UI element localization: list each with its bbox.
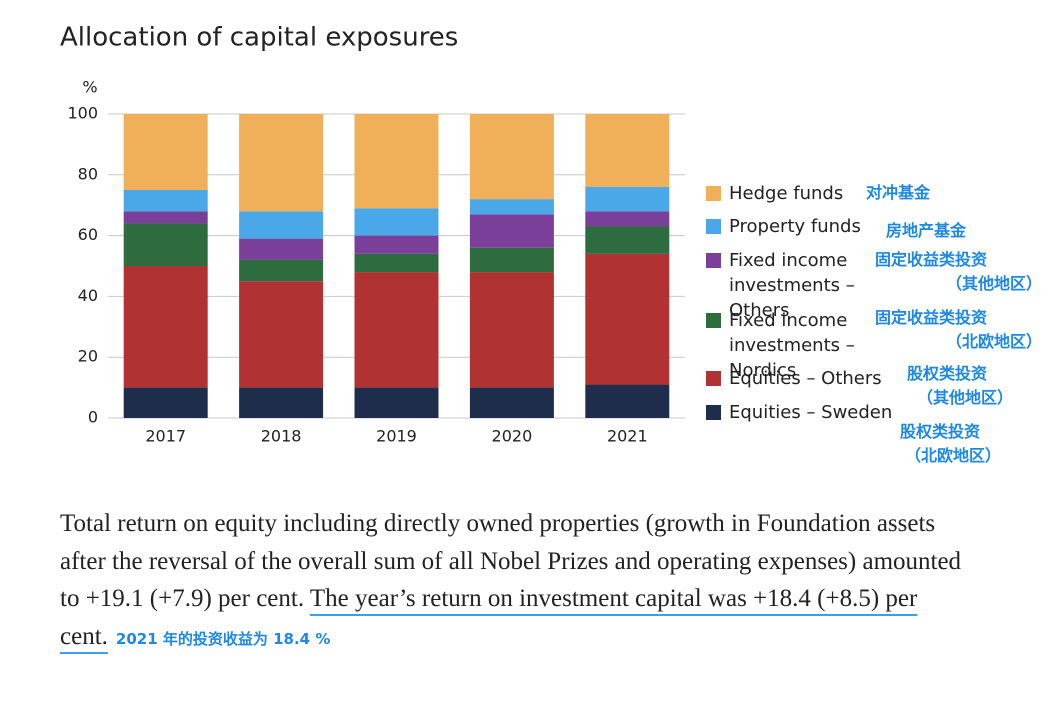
annotation: 2021 年的投资收益为 18.4 %: [115, 629, 331, 648]
legend-annotation: 固定收益类投资 （北欧地区）: [875, 306, 1042, 354]
legend-annotation: 股权类投资 （其他地区）: [907, 362, 1013, 410]
annotation-line: 股权类投资: [900, 422, 981, 441]
legend-item: Equities – Sweden: [706, 400, 919, 425]
legend-item: Property funds: [706, 214, 919, 239]
bar-segment: [239, 281, 324, 388]
legend-label: Fixed income investments – Nordics: [729, 310, 855, 381]
bar-segment: [585, 226, 670, 254]
bar-segment: [469, 247, 554, 273]
bar-segment: [354, 208, 439, 236]
bar-segment: [585, 253, 670, 385]
y-axis-label: %: [82, 78, 97, 97]
legend-label: Equities – Others: [729, 368, 882, 389]
bar-segment: [469, 214, 554, 248]
legend-label: Property funds: [729, 216, 861, 237]
annotation-line: 固定收益类投资: [875, 308, 988, 327]
bar-segment: [239, 259, 324, 282]
legend-item: Fixed income investments – Others: [706, 248, 919, 323]
y-tick-label: 60: [78, 225, 98, 244]
paragraph: Total return on equity including directl…: [60, 505, 980, 658]
paragraph-text: Total return on equity including directl…: [60, 510, 962, 612]
annotation-line: （北欧地区）: [946, 332, 1043, 351]
bar-segment: [239, 211, 324, 239]
y-tick-label: 80: [78, 164, 98, 183]
bar-segment: [123, 190, 208, 212]
bar-segment: [585, 384, 670, 418]
y-tick-label: 20: [78, 347, 98, 366]
highlight: The year’s return on investment capital …: [60, 585, 918, 650]
bar-segment: [354, 272, 439, 388]
chart-title: Allocation of capital exposures: [60, 23, 458, 53]
bar-segment: [469, 272, 554, 388]
bar-segment: [354, 387, 439, 418]
annotation-line: （其他地区）: [917, 388, 1014, 407]
annotation-line: 房地产基金: [886, 221, 967, 240]
legend-annotation: 固定收益类投资 （其他地区）: [875, 248, 1042, 296]
legend-swatch: [706, 405, 721, 420]
bar-segment: [239, 238, 324, 260]
x-tick-label: 2019: [376, 427, 417, 446]
bar-segment: [123, 223, 208, 266]
bar-segment: [239, 387, 324, 418]
annotation-line: （其他地区）: [946, 274, 1043, 293]
legend-annotation: 股权类投资 （北欧地区）: [900, 420, 1001, 468]
annotation-line: （北欧地区）: [905, 446, 1002, 465]
annotation-line: 对冲基金: [866, 183, 931, 202]
bar-segment: [469, 199, 554, 215]
bar-segment: [123, 211, 208, 224]
y-tick-label: 0: [88, 408, 98, 427]
x-tick-label: 2018: [261, 427, 302, 446]
bar-segment: [354, 253, 439, 273]
bar-segment: [354, 235, 439, 254]
y-tick-label: 100: [67, 104, 98, 123]
bar-segment: [123, 387, 208, 418]
legend-item: Equities – Others: [706, 366, 919, 391]
legend-swatch: [706, 313, 721, 328]
x-tick-label: 2017: [145, 427, 186, 446]
x-tick-label: 2021: [607, 427, 648, 446]
bar-segment: [239, 114, 324, 212]
y-tick-label: 40: [78, 286, 98, 305]
bar-segment: [354, 114, 439, 209]
annotation-line: 股权类投资: [907, 364, 988, 383]
legend-label: Fixed income investments – Others: [729, 250, 855, 321]
legend-label: Hedge funds: [729, 183, 844, 204]
legend-annotation: 房地产基金: [886, 219, 966, 243]
legend-label: Equities – Sweden: [729, 402, 893, 423]
legend-swatch: [706, 371, 721, 386]
bar-segment: [123, 114, 208, 190]
chart: Allocation of capital exposures % 0 20 40 6…: [60, 23, 685, 446]
x-tick-label: 2020: [492, 427, 533, 446]
bar-segment: [585, 211, 670, 227]
annotation-line: 固定收益类投资: [875, 250, 988, 269]
bar-segment: [469, 114, 554, 200]
legend-swatch: [706, 253, 721, 268]
bar-segment: [123, 266, 208, 388]
legend-item: Fixed income investments – Nordics: [706, 308, 919, 383]
legend-item: Hedge funds: [706, 181, 919, 206]
bar-segment: [585, 114, 670, 187]
legend-swatch: [706, 219, 721, 234]
bar-segment: [469, 387, 554, 418]
bar-segment: [585, 186, 670, 212]
legend-swatch: [706, 186, 721, 201]
legend-annotation: 对冲基金: [866, 181, 930, 205]
